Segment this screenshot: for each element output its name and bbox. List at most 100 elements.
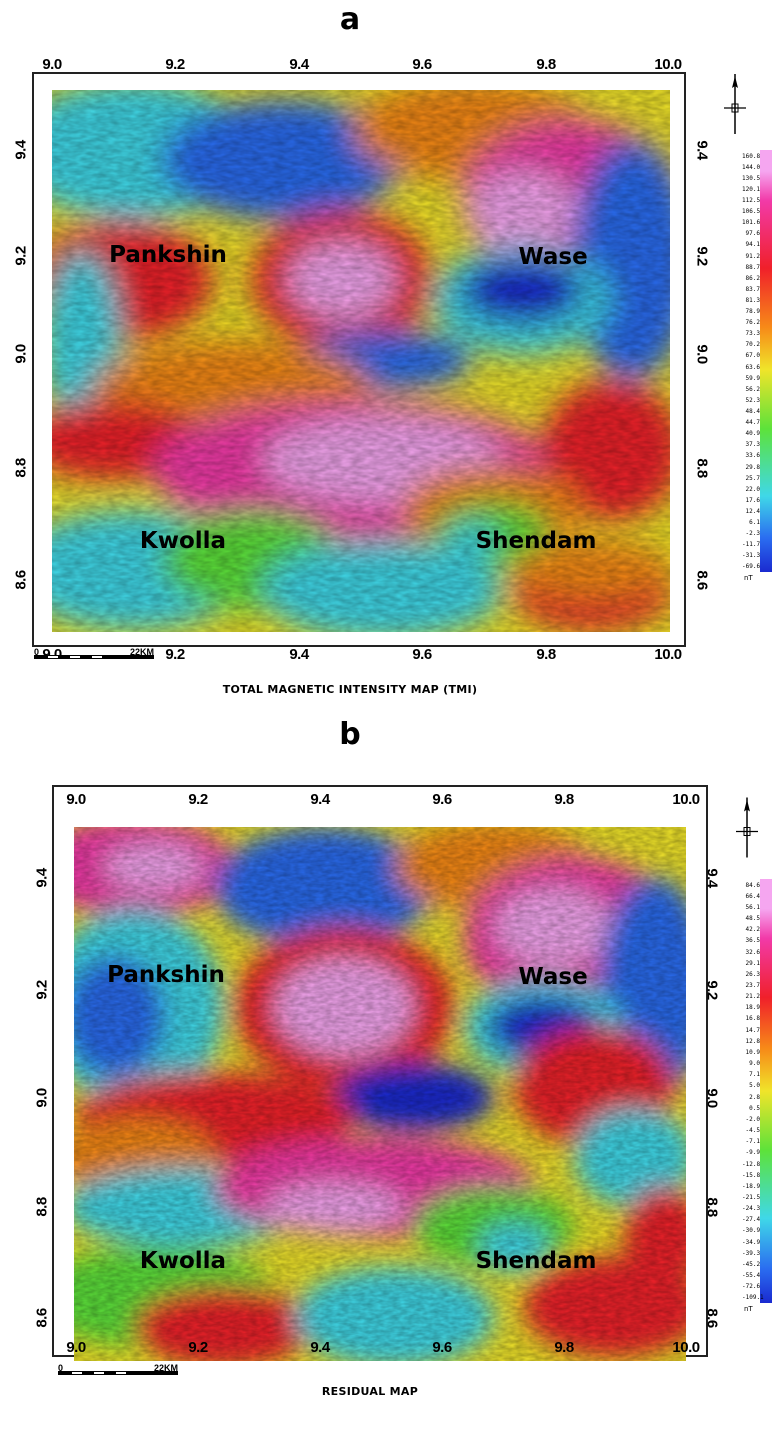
lon-tick: 9.8 (536, 646, 556, 663)
legend-value: -7.1 (745, 1138, 760, 1146)
legend-value: 6.1 (749, 519, 760, 527)
legend-value: 101.6 (742, 219, 761, 227)
legend-value: -69.6 (742, 563, 761, 571)
lon-tick: 10.0 (672, 1339, 700, 1356)
legend-value: 91.2 (745, 252, 760, 260)
residual-map[interactable] (74, 827, 686, 1361)
legend-value: -30.9 (742, 1227, 761, 1235)
legend-value: 56.1 (745, 903, 760, 911)
legend-value: -18.9 (742, 1182, 761, 1190)
legend-value: 7.1 (749, 1071, 760, 1079)
scale-segment (116, 1372, 126, 1374)
north-arrow-icon (736, 797, 758, 858)
lat-tick: 9.0 (693, 344, 711, 364)
legend-value: -2.3 (745, 530, 760, 538)
legend-value: 22.0 (745, 485, 760, 493)
lon-tick: 9.0 (66, 791, 86, 808)
lon-tick: 9.8 (554, 791, 574, 808)
legend-value: 29.1 (745, 959, 760, 967)
legend-value: 12.4 (745, 507, 760, 515)
legend-value: -24.3 (742, 1205, 761, 1213)
legend-value: 59.9 (745, 374, 760, 382)
lat-tick: 9.2 (33, 980, 51, 1000)
legend-value: 81.3 (745, 296, 760, 304)
legend-value: 21.2 (745, 993, 760, 1001)
lon-tick: 10.0 (654, 56, 682, 73)
legend-value: -39.3 (742, 1249, 761, 1257)
scale-zero-label: 0 (58, 1363, 64, 1373)
legend-colorbar (760, 150, 772, 572)
legend-value: -12.8 (742, 1160, 761, 1168)
lat-tick: 9.2 (12, 246, 30, 266)
tmi-anomaly-field (52, 90, 670, 632)
legend-value: 78.9 (745, 308, 760, 316)
scale-zero-label: 0 (34, 647, 40, 657)
legend-value: -31.3 (742, 552, 761, 560)
legend-value: 76.2 (745, 319, 760, 327)
place-shendam: Shendam (475, 528, 597, 554)
legend-value: 23.7 (745, 982, 760, 989)
lat-tick: 8.6 (12, 570, 30, 590)
scale-bar: 0 22KM (34, 647, 154, 665)
legend-value: 88.7 (745, 263, 760, 271)
legend-value: 36.5 (745, 937, 760, 945)
place-pankshin: Pankshin (107, 962, 225, 988)
legend-unit: nT (744, 574, 753, 582)
legend-value: 0.5 (749, 1104, 760, 1112)
color-legend: 84.6 66.4 56.1 48.5 42.2 36.5 32.6 29.1 26.3 23.7… (742, 879, 772, 1315)
place-wase: Wase (518, 244, 588, 270)
panel-residual: b (0, 715, 772, 1430)
lat-tick: 8.6 (703, 1308, 721, 1328)
legend-value: 40.9 (745, 430, 760, 438)
lat-tick: 8.8 (703, 1197, 721, 1217)
legend-value: 66.4 (745, 892, 760, 900)
legend-value: 73.3 (745, 330, 760, 338)
legend-value: -21.5 (742, 1194, 761, 1201)
lon-tick: 10.0 (672, 791, 700, 808)
lat-tick: 8.6 (693, 570, 711, 590)
lon-tick: 9.4 (289, 646, 309, 663)
legend-value: 86.2 (745, 274, 760, 282)
lon-tick: 9.2 (188, 791, 208, 808)
lon-tick: 9.4 (310, 1339, 330, 1356)
color-legend: 160.8 144.0 130.5 120.1 112.5 106.5 101.6 97.6 9… (742, 150, 772, 582)
legend-value: 112.5 (742, 196, 761, 204)
legend-value: -27.4 (742, 1216, 761, 1224)
place-pankshin: Pankshin (109, 242, 227, 268)
scale-segment (72, 1372, 82, 1374)
lat-tick: 9.2 (703, 980, 721, 1000)
legend-value: -4.5 (745, 1127, 760, 1135)
legend-value: 10.9 (745, 1048, 760, 1056)
lon-tick: 9.6 (432, 791, 452, 808)
lat-tick: 9.4 (12, 140, 30, 160)
legend-value: 25.7 (745, 474, 760, 482)
lon-tick: 9.4 (310, 791, 330, 808)
lon-tick: 9.8 (536, 56, 556, 73)
legend-value: -11.7 (742, 541, 761, 549)
legend-value: 48.4 (745, 407, 760, 415)
scale-segment (48, 656, 58, 658)
tmi-map[interactable] (52, 90, 670, 632)
legend-value: 2.8 (749, 1093, 760, 1101)
scale-distance-label: 22KM (154, 1363, 179, 1373)
legend-value: 26.3 (745, 970, 760, 978)
lat-tick: 8.8 (12, 458, 30, 478)
legend-value: 18.9 (745, 1004, 760, 1012)
legend-value: 44.7 (745, 419, 760, 427)
lat-tick: 8.8 (693, 458, 711, 478)
legend-value: 97.6 (745, 230, 760, 238)
legend-value: 14.7 (745, 1026, 760, 1034)
place-kwolla: Kwolla (139, 1248, 227, 1274)
legend-value: -34.9 (742, 1238, 761, 1246)
lat-tick: 9.4 (33, 868, 51, 888)
legend-value: -55.4 (742, 1272, 761, 1280)
lon-tick: 9.2 (188, 1339, 208, 1356)
legend-value: -45.2 (742, 1260, 761, 1268)
lon-tick: 9.4 (289, 56, 309, 73)
scale-segment (70, 656, 80, 658)
legend-value: -9.9 (745, 1149, 760, 1157)
lon-tick: 9.8 (554, 1339, 574, 1356)
legend-value: 160.8 (742, 152, 761, 160)
residual-anomaly-field (74, 827, 686, 1361)
legend-value: 12.8 (745, 1037, 760, 1045)
